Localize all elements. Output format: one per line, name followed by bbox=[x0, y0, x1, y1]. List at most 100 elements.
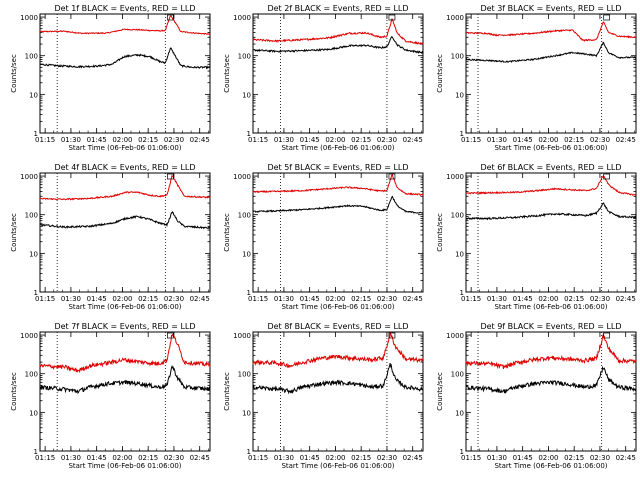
x-axis-label: Start Time (06-Feb-06 01:06:00) bbox=[68, 462, 181, 470]
y-tick-label: 1000 bbox=[446, 14, 464, 22]
lld-series-line bbox=[39, 15, 211, 35]
x-tick-label: 01:15 bbox=[35, 136, 55, 144]
y-tick-label: 1 bbox=[460, 130, 464, 138]
panel-title: Det 2f BLACK = Events, RED = LLD bbox=[267, 4, 408, 13]
y-tick-label: 10 bbox=[242, 91, 251, 99]
y-tick-label: 100 bbox=[238, 371, 251, 379]
x-tick-label: 01:30 bbox=[487, 454, 507, 462]
x-tick-label: 02:15 bbox=[138, 454, 158, 462]
lld-series-line bbox=[465, 333, 637, 370]
x-tick-label: 02:45 bbox=[616, 295, 636, 303]
detector-panel-1: Det 1f BLACK = Events, RED = LLD 1 10 100 10… bbox=[10, 4, 211, 152]
x-axis-label: Start Time (06-Feb-06 01:06:00) bbox=[68, 303, 181, 311]
x-axis-label: Start Time (06-Feb-06 01:06:00) bbox=[281, 144, 394, 152]
panel-title: Det 7f BLACK = Events, RED = LLD bbox=[54, 322, 195, 331]
y-axis-label: Counts/sec bbox=[223, 372, 231, 411]
x-tick-label: 02:15 bbox=[564, 136, 584, 144]
x-tick-label: 02:00 bbox=[325, 295, 345, 303]
plot-frame bbox=[252, 331, 424, 452]
lld-series-line bbox=[252, 173, 424, 196]
detector-panel-4: Det 4f BLACK = Events, RED = LLD 1 10 100 10… bbox=[10, 163, 211, 311]
lld-series-line bbox=[465, 175, 637, 196]
x-tick-label: 02:30 bbox=[590, 295, 610, 303]
x-tick-label: 01:30 bbox=[61, 295, 81, 303]
plot-frame bbox=[252, 172, 424, 293]
y-tick-label: 1 bbox=[34, 130, 38, 138]
events-series-line bbox=[465, 41, 637, 64]
events-series-line bbox=[465, 365, 637, 394]
x-tick-label: 01:45 bbox=[513, 136, 533, 144]
x-tick-label: 01:45 bbox=[300, 295, 320, 303]
y-tick-label: 1000 bbox=[20, 332, 38, 340]
plot-frame bbox=[465, 13, 637, 134]
y-tick-label: 1 bbox=[247, 448, 251, 456]
x-tick-label: 02:15 bbox=[564, 454, 584, 462]
x-tick-label: 02:15 bbox=[351, 454, 371, 462]
x-axis-label: Start Time (06-Feb-06 01:06:00) bbox=[494, 144, 607, 152]
lld-series-line bbox=[252, 18, 424, 45]
y-tick-label: 1000 bbox=[446, 173, 464, 181]
y-tick-label: 10 bbox=[242, 250, 251, 258]
y-tick-label: 1000 bbox=[20, 173, 38, 181]
y-tick-label: 10 bbox=[29, 91, 38, 99]
events-series-line bbox=[39, 210, 211, 230]
x-tick-label: 01:15 bbox=[248, 454, 268, 462]
x-tick-label: 02:30 bbox=[164, 454, 184, 462]
x-tick-label: 01:45 bbox=[87, 136, 107, 144]
events-series-line bbox=[465, 202, 637, 221]
y-tick-label: 1 bbox=[460, 289, 464, 297]
y-tick-label: 100 bbox=[238, 212, 251, 220]
flare-marker-box bbox=[388, 173, 396, 180]
x-tick-label: 01:45 bbox=[300, 454, 320, 462]
flare-marker-box bbox=[167, 332, 174, 339]
x-tick-label: 02:15 bbox=[138, 295, 158, 303]
panel-title: Det 3f BLACK = Events, RED = LLD bbox=[480, 4, 621, 13]
x-tick-label: 02:30 bbox=[164, 295, 184, 303]
plot-frame bbox=[39, 331, 211, 452]
flare-marker-box bbox=[603, 14, 611, 21]
panel-title: Det 1f BLACK = Events, RED = LLD bbox=[54, 4, 195, 13]
x-tick-label: 01:30 bbox=[487, 295, 507, 303]
x-tick-label: 02:45 bbox=[403, 136, 423, 144]
panel-title: Det 9f BLACK = Events, RED = LLD bbox=[480, 322, 621, 331]
panel-title: Det 4f BLACK = Events, RED = LLD bbox=[54, 163, 195, 172]
y-axis-label: Counts/sec bbox=[10, 372, 18, 411]
x-tick-label: 02:00 bbox=[538, 295, 558, 303]
x-tick-label: 01:15 bbox=[461, 295, 481, 303]
plot-frame bbox=[39, 172, 211, 293]
y-tick-label: 1000 bbox=[233, 14, 251, 22]
plot-frame bbox=[465, 172, 637, 293]
x-tick-label: 01:30 bbox=[61, 454, 81, 462]
x-tick-label: 01:30 bbox=[274, 295, 294, 303]
x-axis-label: Start Time (06-Feb-06 01:06:00) bbox=[281, 303, 394, 311]
panel-title: Det 8f BLACK = Events, RED = LLD bbox=[267, 322, 408, 331]
x-tick-label: 02:45 bbox=[403, 295, 423, 303]
x-tick-label: 02:30 bbox=[377, 454, 397, 462]
y-tick-label: 10 bbox=[242, 409, 251, 417]
y-tick-label: 100 bbox=[451, 212, 464, 220]
detector-panel-9: Det 9f BLACK = Events, RED = LLD 1 10 100 10… bbox=[436, 322, 637, 470]
events-series-line bbox=[39, 47, 211, 70]
flare-marker-box bbox=[167, 14, 174, 21]
x-tick-label: 02:00 bbox=[538, 136, 558, 144]
x-tick-label: 02:00 bbox=[112, 295, 132, 303]
x-tick-label: 01:30 bbox=[274, 454, 294, 462]
x-tick-label: 01:45 bbox=[300, 136, 320, 144]
y-tick-label: 10 bbox=[29, 409, 38, 417]
y-tick-label: 1 bbox=[34, 289, 38, 297]
flare-marker-box bbox=[388, 14, 396, 21]
x-tick-label: 01:15 bbox=[35, 454, 55, 462]
detector-panel-5: Det 5f BLACK = Events, RED = LLD 1 10 100 10… bbox=[223, 163, 424, 311]
y-tick-label: 100 bbox=[25, 212, 38, 220]
plot-frame bbox=[252, 13, 424, 134]
x-tick-label: 02:15 bbox=[138, 136, 158, 144]
x-tick-label: 01:45 bbox=[513, 454, 533, 462]
y-tick-label: 1 bbox=[460, 448, 464, 456]
detector-panel-3: Det 3f BLACK = Events, RED = LLD 1 10 100 10… bbox=[436, 4, 637, 152]
x-tick-label: 02:45 bbox=[616, 136, 636, 144]
events-series-line bbox=[252, 195, 424, 215]
x-tick-label: 02:45 bbox=[403, 454, 423, 462]
y-tick-label: 1000 bbox=[233, 332, 251, 340]
x-tick-label: 01:15 bbox=[248, 136, 268, 144]
